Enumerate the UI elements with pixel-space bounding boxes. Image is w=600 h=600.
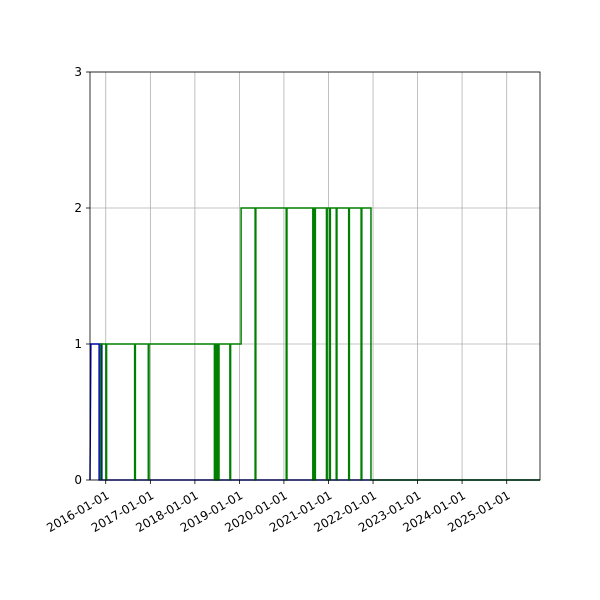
y-tick-label: 0 [74,473,82,487]
axes-frame [89,71,541,481]
y-tick-label: 3 [74,65,82,79]
y-tick-label: 1 [74,337,82,351]
y-tick-label: 2 [74,201,82,215]
